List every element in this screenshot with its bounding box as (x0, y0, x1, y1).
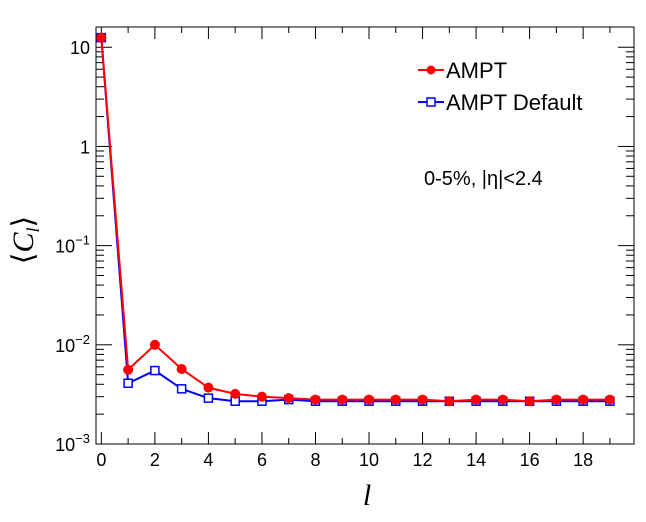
data-point (337, 394, 348, 405)
x-tick-label: 4 (203, 450, 213, 470)
data-point (578, 394, 589, 405)
legend-marker (426, 65, 436, 75)
data-point (230, 388, 241, 399)
data-point (123, 378, 133, 388)
data-point (417, 394, 428, 405)
x-axis: 0 2 4 6 8 10 12 14 16 18 (96, 27, 611, 470)
x-tick-label: 10 (359, 450, 379, 470)
series-layer (96, 32, 615, 407)
data-point (203, 382, 214, 393)
x-tick-label: 0 (96, 450, 106, 470)
data-point (203, 393, 214, 403)
x-tick-label: 6 (257, 450, 267, 470)
data-point (444, 396, 455, 407)
data-point (471, 394, 482, 405)
svg-text:⟨Cl⟩: ⟨Cl⟩ (7, 216, 43, 264)
data-point (604, 394, 615, 405)
data-point (176, 384, 187, 394)
legend-label: AMPT (446, 58, 507, 83)
data-point (524, 396, 535, 407)
data-point (176, 364, 187, 375)
data-point (123, 364, 134, 375)
data-point (149, 339, 160, 350)
data-point (256, 391, 267, 402)
y-tick-label: 10−1 (55, 233, 90, 257)
data-point (390, 394, 401, 405)
x-tick-label: 14 (466, 450, 486, 470)
data-point (96, 32, 107, 43)
data-point (283, 393, 294, 404)
data-point (310, 394, 321, 405)
x-tick-label: 18 (573, 450, 593, 470)
y-tick-label: 10−3 (55, 431, 90, 455)
annotation: 0-5%, |η|<2.4 (424, 168, 543, 190)
legend-label: AMPT Default (446, 90, 583, 115)
y-tick-label: 1 (80, 137, 90, 157)
x-axis-title: l (363, 479, 371, 512)
data-point (497, 394, 508, 405)
x-tick-label: 8 (310, 450, 320, 470)
legend-marker (426, 97, 436, 107)
x-tick-label: 12 (413, 450, 433, 470)
data-point (150, 365, 160, 376)
legend: AMPT AMPT Default (418, 58, 583, 115)
y-tick-label: 10 (70, 38, 90, 58)
plot-frame (95, 26, 635, 445)
x-tick-label: 16 (520, 450, 540, 470)
data-point (364, 394, 375, 405)
x-tick-label: 2 (150, 450, 160, 470)
y-axis-title: ⟨Cl⟩ (7, 216, 43, 264)
y-tick-label: 10−2 (55, 332, 90, 356)
y-axis: 10−3 10−2 10−1 1 10 (55, 38, 634, 455)
data-point (551, 394, 562, 405)
